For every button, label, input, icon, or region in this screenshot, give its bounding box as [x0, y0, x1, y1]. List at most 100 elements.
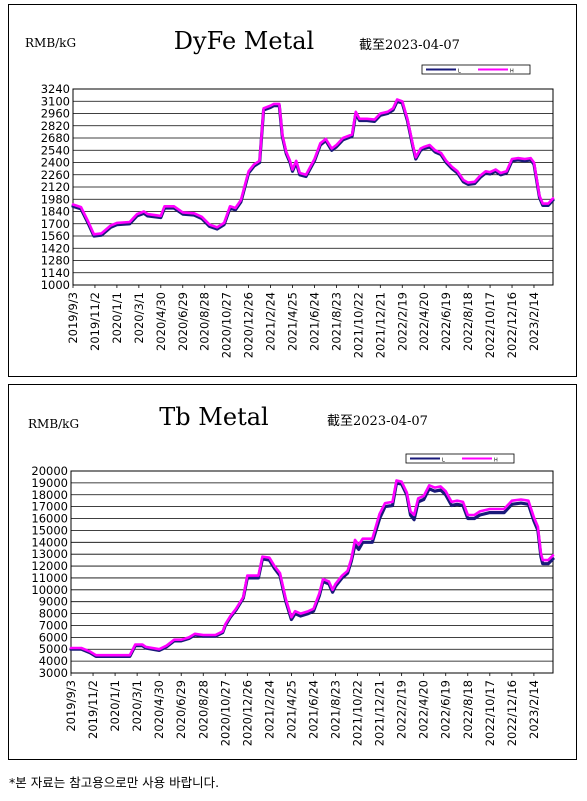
dyfe-y-tick-label: 1280: [41, 254, 70, 268]
tb-x-tick-label: 2020/8/28: [196, 680, 210, 739]
dyfe-x-tick-label: 2022/4/20: [417, 292, 431, 351]
tb-y-tick-label: 12000: [31, 559, 68, 573]
dyfe-y-tick-label: 1700: [41, 217, 70, 231]
tb-x-tick-label: 2020/1/1: [108, 680, 122, 732]
dyfe-y-tick-label: 1840: [41, 205, 70, 219]
tb-legend-label-h: H: [494, 458, 498, 464]
tb-x-tick-label: 2020/10/27: [218, 680, 232, 746]
dyfe-x-tick-label: 2021/6/24: [307, 292, 321, 351]
tb-x-tick-label: 2021/10/22: [351, 680, 365, 746]
tb-unit-label: RMB/kG: [28, 417, 79, 431]
dyfe-y-tick-label: 2120: [41, 180, 70, 194]
dyfe-x-tick-label: 2020/6/29: [176, 292, 190, 351]
tb-y-tick-label: 16000: [31, 512, 68, 526]
dyfe-y-tick-label: 1560: [41, 229, 70, 243]
tb-x-tick-label: 2022/8/18: [461, 680, 475, 739]
dyfe-y-tick-label: 2820: [41, 119, 70, 133]
dyfe-y-tick-label: 3240: [41, 82, 70, 96]
dyfe-legend-label-l: L: [458, 69, 461, 75]
tb-x-tick-label: 2019/11/2: [86, 680, 100, 739]
dyfe-y-tick-label: 1420: [41, 241, 70, 255]
tb-series-h-line: [69, 479, 555, 657]
tb-chart-title: Tb Metal: [159, 403, 268, 431]
dyfe-x-tick-label: 2019/9/3: [66, 292, 80, 344]
dyfe-chart-subtitle: 截至2023-04-07: [359, 38, 460, 53]
dyfe-series-l-line: [71, 99, 555, 238]
tb-y-tick-label: 9000: [39, 595, 68, 609]
tb-series-l-line: [69, 481, 555, 658]
tb-x-tick-label: 2021/12/21: [373, 680, 387, 746]
tb-x-tick-label: 2020/6/29: [174, 680, 188, 739]
tb-chart-subtitle: 截至2023-04-07: [327, 414, 428, 429]
dyfe-x-tick-label: 2022/2/19: [395, 292, 409, 351]
dyfe-x-tick-label: 2020/10/27: [220, 292, 234, 358]
tb-x-tick-label: 2022/10/17: [483, 680, 497, 746]
dyfe-x-tick-label: 2020/12/26: [242, 292, 256, 358]
tb-y-tick-label: 5000: [39, 642, 68, 656]
tb-y-tick-label: 13000: [31, 547, 68, 561]
tb-y-tick-label: 20000: [31, 464, 68, 478]
dyfe-plot-frame: [72, 88, 554, 286]
dyfe-x-tick-label: 2020/1/1: [110, 292, 124, 344]
dyfe-legend-box: [421, 64, 531, 75]
tb-y-tick-label: 14000: [31, 535, 68, 549]
tb-y-tick-label: 17000: [31, 500, 68, 514]
tb-y-tick-label: 18000: [31, 488, 68, 502]
tb-y-tick-label: 19000: [31, 476, 68, 490]
tb-y-tick-label: 6000: [39, 630, 68, 644]
tb-y-tick-label: 8000: [39, 607, 68, 621]
dyfe-y-tick-label: 1140: [41, 266, 70, 280]
dyfe-x-tick-label: 2022/8/18: [461, 292, 475, 351]
dyfe-unit-label: RMB/kG: [25, 36, 76, 50]
tb-x-tick-label: 2022/4/20: [417, 680, 431, 739]
dyfe-x-tick-label: 2019/11/2: [88, 292, 102, 351]
tb-x-tick-label: 2022/6/19: [439, 680, 453, 739]
tb-y-tick-label: 15000: [31, 523, 68, 537]
dyfe-x-tick-label: 2020/3/1: [132, 292, 146, 344]
dyfe-x-tick-label: 2020/4/30: [154, 292, 168, 351]
dyfe-x-tick-label: 2021/8/23: [329, 292, 343, 351]
tb-x-tick-label: 2022/12/16: [505, 680, 519, 746]
tb-x-tick-label: 2021/8/23: [329, 680, 343, 739]
dyfe-y-tick-label: 2680: [41, 131, 70, 145]
tb-legend-box: [405, 453, 515, 464]
tb-y-tick-label: 10000: [31, 583, 68, 597]
dyfe-x-tick-label: 2021/12/21: [373, 292, 387, 358]
dyfe-x-tick-label: 2023/2/14: [527, 292, 541, 351]
dyfe-x-tick-label: 2021/10/22: [351, 292, 365, 358]
dyfe-y-tick-label: 2960: [41, 107, 70, 121]
dyfe-y-tick-label: 3100: [41, 94, 70, 108]
dyfe-x-tick-label: 2022/12/16: [505, 292, 519, 358]
tb-y-tick-label: 7000: [39, 618, 68, 632]
dyfe-x-tick-label: 2020/8/28: [198, 292, 212, 351]
dyfe-x-tick-label: 2021/4/25: [286, 292, 300, 351]
dyfe-x-tick-label: 2021/2/24: [264, 292, 278, 351]
dyfe-x-tick-label: 2022/6/19: [439, 292, 453, 351]
dyfe-y-tick-label: 1000: [41, 278, 70, 292]
dyfe-y-tick-label: 2260: [41, 168, 70, 182]
tb-x-tick-label: 2020/4/30: [152, 680, 166, 739]
footnote: *본 자료는 참고용으로만 사용 바랍니다.: [9, 775, 220, 790]
tb-legend-label-l: L: [442, 458, 445, 464]
tb-x-tick-label: 2023/2/14: [527, 680, 541, 739]
tb-chart: Tb Metal 截至2023-04-07 RMB/kG 30004000500060…: [28, 403, 555, 746]
dyfe-series-h-line: [71, 98, 555, 236]
dyfe-chart-title: DyFe Metal: [174, 27, 314, 55]
dyfe-chart-panel: DyFe Metal 截至2023-04-07 RMB/kG 1000 1140 1280…: [8, 4, 577, 377]
tb-y-tick-label: 4000: [39, 654, 68, 668]
tb-plot-frame: [70, 470, 554, 674]
tb-chart-panel: Tb Metal 截至2023-04-07 RMB/kG 3000 4000 5000 60…: [8, 384, 577, 760]
tb-y-tick-label: 3000: [39, 666, 68, 680]
tb-y-tick-label: 11000: [31, 571, 68, 585]
tb-x-tick-label: 2020/3/1: [130, 680, 144, 732]
tb-x-tick-label: 2022/2/19: [395, 680, 409, 739]
dyfe-legend-label-h: H: [510, 69, 514, 75]
tb-x-tick-label: 2021/2/24: [262, 680, 276, 739]
tb-x-tick-label: 2020/12/26: [240, 680, 254, 746]
tb-x-tick-label: 2021/4/25: [284, 680, 298, 739]
dyfe-x-tick-label: 2022/10/17: [483, 292, 497, 358]
dyfe-chart: DyFe Metal 截至2023-04-07 RMB/kG 100011401280…: [25, 27, 555, 358]
tb-x-tick-label: 2021/6/24: [306, 680, 320, 739]
